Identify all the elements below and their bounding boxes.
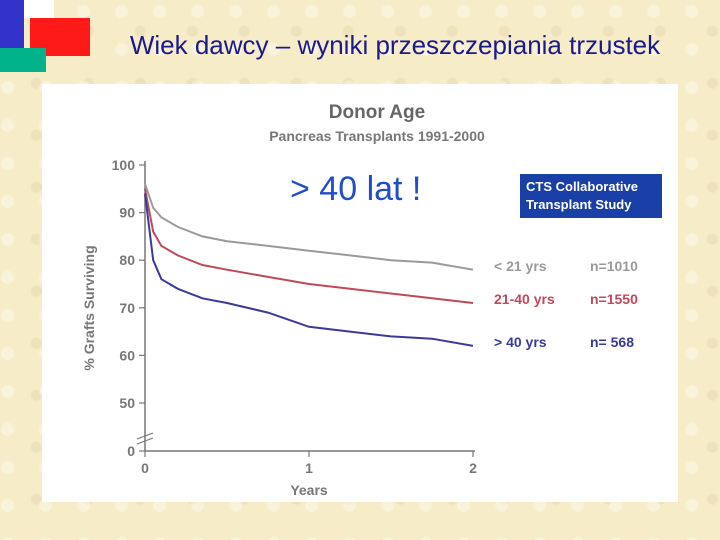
legend-label: 21-40 yrs xyxy=(494,291,555,307)
legend-n-label: n=1010 xyxy=(590,258,638,274)
y-tick-label: 50 xyxy=(119,395,135,411)
cts-badge-line2: Transplant Study xyxy=(526,197,632,212)
logo-square-teal xyxy=(0,48,46,72)
y-tick-label: 70 xyxy=(119,300,135,316)
y-tick-label: 0 xyxy=(127,443,135,459)
x-tick-label: 2 xyxy=(469,460,477,476)
series-line xyxy=(144,193,474,347)
overlay-annotation: > 40 lat ! xyxy=(290,170,422,208)
legend-n-label: n= 568 xyxy=(590,334,634,350)
x-axis-label: Years xyxy=(290,482,328,498)
y-tick-label: 90 xyxy=(119,205,135,221)
y-axis-label: % Grafts Surviving xyxy=(81,245,97,370)
chart-title: Donor Age xyxy=(329,102,425,123)
chart-subtitle: Pancreas Transplants 1991-2000 xyxy=(269,128,485,144)
legend-n-label: n=1550 xyxy=(590,291,638,307)
y-tick-label: 60 xyxy=(119,347,135,363)
x-tick-label: 0 xyxy=(141,460,149,476)
series-line xyxy=(144,183,474,271)
y-tick-label: 80 xyxy=(119,252,135,268)
axis-break-mark xyxy=(136,437,154,445)
slide-title: Wiek dawcy – wyniki przeszczepiania trzu… xyxy=(129,30,661,60)
chart-panel: Donor Age Pancreas Transplants 1991-2000 0… xyxy=(42,84,678,502)
y-tick-label: 100 xyxy=(112,157,136,173)
logo-square-blue xyxy=(0,0,24,48)
axis-break-mark xyxy=(136,432,154,440)
cts-badge-line1: CTS Collaborative xyxy=(526,179,638,194)
survival-chart: Donor Age Pancreas Transplants 1991-2000 0… xyxy=(81,102,638,498)
series-line xyxy=(144,188,474,304)
legend-label: > 40 yrs xyxy=(494,334,547,350)
legend-label: < 21 yrs xyxy=(494,258,547,274)
x-tick-label: 1 xyxy=(305,460,313,476)
logo-square-white xyxy=(24,0,54,18)
cts-badge: CTS Collaborative Transplant Study xyxy=(520,174,662,218)
